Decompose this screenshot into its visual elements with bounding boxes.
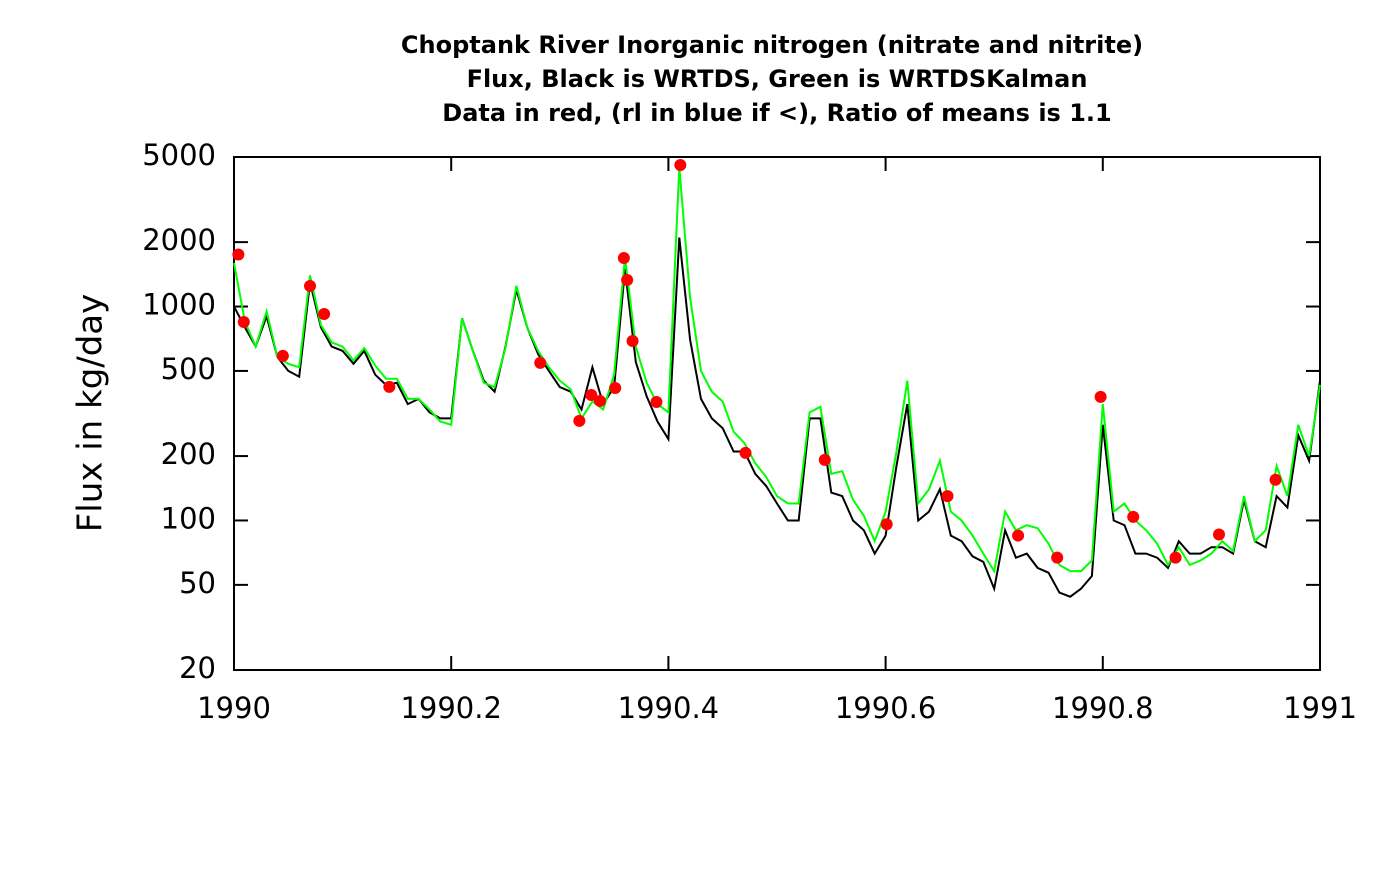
data-point bbox=[626, 335, 639, 348]
data-point bbox=[383, 380, 396, 393]
chart-title: Choptank River Inorganic nitrogen (nitra… bbox=[401, 31, 1143, 59]
data-point bbox=[1051, 551, 1064, 564]
data-point bbox=[1169, 551, 1182, 564]
data-point bbox=[534, 356, 547, 369]
y-tick-label: 50 bbox=[179, 566, 216, 600]
x-tick-label: 1990.8 bbox=[1052, 691, 1153, 725]
data-point bbox=[593, 394, 606, 407]
data-point bbox=[573, 414, 586, 427]
data-point bbox=[674, 158, 687, 171]
data-point bbox=[1094, 390, 1107, 403]
data-point bbox=[739, 446, 752, 459]
data-point bbox=[304, 279, 317, 292]
data-point bbox=[880, 518, 893, 531]
y-tick-label: 20 bbox=[179, 651, 216, 685]
data-point bbox=[318, 307, 331, 320]
y-tick-label: 1000 bbox=[142, 288, 216, 322]
data-point bbox=[276, 349, 289, 362]
y-tick-label: 100 bbox=[161, 501, 216, 535]
x-tick-label: 1990 bbox=[197, 691, 271, 725]
series-line bbox=[233, 166, 1321, 574]
y-tick-label: 5000 bbox=[142, 138, 216, 172]
data-point bbox=[1012, 529, 1025, 542]
data-point bbox=[1269, 473, 1282, 486]
data-point bbox=[1213, 528, 1226, 541]
y-tick-label: 200 bbox=[161, 437, 216, 471]
data-point bbox=[941, 490, 954, 503]
x-tick-label: 1990.6 bbox=[835, 691, 936, 725]
x-tick-label: 1990.4 bbox=[618, 691, 719, 725]
data-point bbox=[585, 388, 598, 401]
data-point bbox=[609, 382, 622, 395]
y-axis-label: Flux in kg/day bbox=[71, 294, 111, 533]
series-line bbox=[233, 237, 1321, 598]
data-point bbox=[1127, 510, 1140, 523]
data-point bbox=[232, 248, 245, 261]
data-point bbox=[650, 395, 663, 408]
y-tick-label: 2000 bbox=[142, 223, 216, 257]
data-point bbox=[818, 453, 831, 466]
x-tick-label: 1990.2 bbox=[400, 691, 501, 725]
chart-title: Data in red, (rl in blue if <), Ratio of… bbox=[442, 99, 1111, 127]
data-point bbox=[617, 251, 630, 264]
data-point bbox=[237, 315, 250, 328]
data-point bbox=[621, 273, 634, 286]
y-tick-label: 500 bbox=[161, 352, 216, 386]
chart-title: Flux, Black is WRTDS, Green is WRTDSKalm… bbox=[467, 65, 1088, 93]
plot-frame bbox=[233, 156, 1321, 671]
x-tick-label: 1991 bbox=[1283, 691, 1357, 725]
